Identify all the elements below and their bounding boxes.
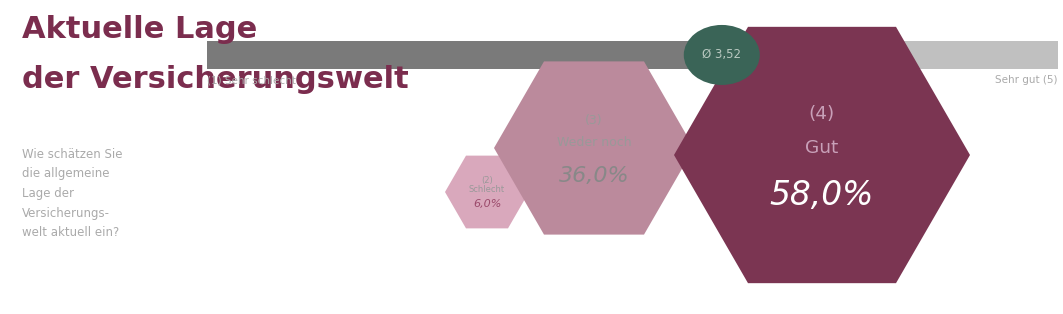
Text: Sehr gut (5): Sehr gut (5) <box>995 75 1058 85</box>
Text: Gut: Gut <box>806 138 839 157</box>
Text: 58,0%: 58,0% <box>770 179 874 212</box>
Text: (4): (4) <box>809 105 836 123</box>
Text: (2): (2) <box>482 176 493 185</box>
Text: 36,0%: 36,0% <box>559 165 629 186</box>
FancyBboxPatch shape <box>722 41 1058 69</box>
Text: 6,0%: 6,0% <box>473 198 501 208</box>
Text: Aktuelle Lage: Aktuelle Lage <box>22 15 257 44</box>
Text: (3): (3) <box>586 114 603 127</box>
Ellipse shape <box>684 25 760 85</box>
Text: (1) Sehr schlecht: (1) Sehr schlecht <box>207 75 297 85</box>
Text: Weder noch: Weder noch <box>557 137 631 149</box>
Polygon shape <box>445 156 529 228</box>
FancyBboxPatch shape <box>207 41 722 69</box>
Polygon shape <box>674 27 971 283</box>
Text: Wie schätzen Sie
die allgemeine
Lage der
Versicherungs-
welt aktuell ein?: Wie schätzen Sie die allgemeine Lage der… <box>22 148 122 239</box>
Text: Schlecht: Schlecht <box>469 185 505 194</box>
Polygon shape <box>494 62 694 235</box>
Text: der Versicherungswelt: der Versicherungswelt <box>22 65 409 94</box>
Text: Ø 3,52: Ø 3,52 <box>703 48 741 62</box>
